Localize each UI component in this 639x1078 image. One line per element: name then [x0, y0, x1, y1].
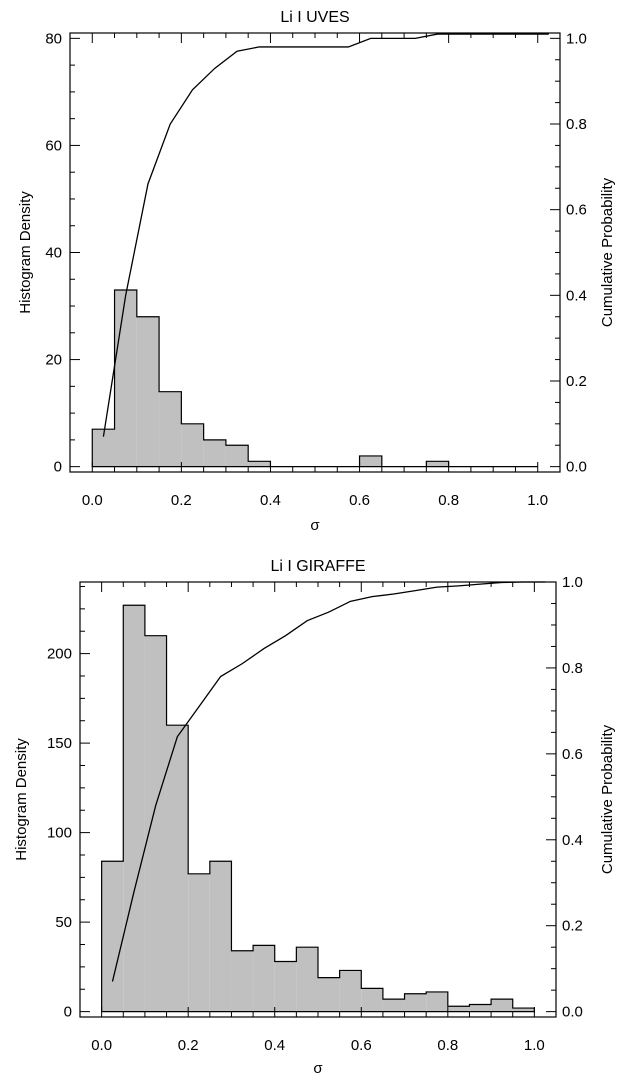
- y-tick-label: 0: [54, 459, 62, 476]
- y2-tick-label: 0.2: [562, 918, 583, 935]
- histogram-bar: [181, 423, 204, 467]
- y2-tick-label: 0.0: [562, 1004, 583, 1021]
- x-tick-label: 0.4: [264, 1037, 285, 1054]
- histogram-bar: [123, 605, 145, 1012]
- histogram-bar: [296, 947, 318, 1012]
- y-tick-label: 50: [55, 914, 72, 931]
- histogram-bar: [274, 961, 297, 1012]
- y2-tick-label: 0.4: [562, 832, 583, 849]
- y-tick-label: 20: [45, 352, 62, 369]
- histogram-bar: [359, 455, 382, 467]
- histogram-bar: [136, 316, 160, 467]
- y2-tick-label: 0.8: [562, 660, 583, 677]
- histogram-outline: [101, 604, 535, 1013]
- y-tick-label: 60: [45, 137, 62, 154]
- y2-tick-label: 0.4: [566, 287, 587, 304]
- histogram-bar: [447, 1006, 470, 1012]
- y2-tick-label: 1.0: [566, 30, 587, 47]
- histogram-bar: [92, 429, 115, 467]
- cumulative-probability-line: [111, 581, 546, 982]
- histogram-bar: [253, 945, 275, 1012]
- y2-tick-label: 0.0: [566, 459, 587, 476]
- x-tick-label: 0.8: [438, 492, 459, 509]
- y2-tick-label: 0.2: [566, 373, 587, 390]
- x-tick-label: 0.6: [349, 492, 370, 509]
- x-tick-label: 1.0: [527, 492, 548, 509]
- x-tick-label: 0.4: [260, 492, 281, 509]
- y-tick-label: 100: [47, 825, 72, 842]
- x-tick-label: 0.2: [171, 492, 192, 509]
- y-tick-label: 150: [47, 735, 72, 752]
- x-tick-label: 0.0: [82, 492, 103, 509]
- histogram-bar: [159, 391, 182, 467]
- histogram-bar: [188, 873, 210, 1012]
- x-tick-label: 0.6: [351, 1037, 372, 1054]
- histogram-bar: [491, 999, 513, 1012]
- histogram-bar: [248, 461, 271, 467]
- x-tick-label: 1.0: [524, 1037, 545, 1054]
- y2-tick-label: 0.6: [562, 746, 583, 763]
- histogram-bar: [382, 999, 405, 1012]
- y2-axis-label: Cumulative Probability: [599, 724, 616, 874]
- histogram-bar: [361, 988, 383, 1012]
- y-axis-label: Histogram Density: [13, 738, 30, 861]
- y-tick-label: 200: [47, 646, 72, 663]
- histogram-bar: [512, 1008, 535, 1012]
- histogram-bar: [469, 1004, 492, 1012]
- histogram-bar: [426, 461, 449, 467]
- chart-giraffe: 0.0 0.2 0.4 0.6 0.8 1.0 0 50 100 150 200 0.0 0.2 0.4 0…: [13, 558, 616, 1077]
- y2-axis-label: Cumulative Probability: [599, 177, 616, 327]
- chart-title: Li I GIRAFFE: [270, 558, 365, 575]
- histogram-bar: [114, 289, 137, 467]
- y-tick-label: 40: [45, 245, 62, 262]
- x-tick-label: 0.2: [178, 1037, 199, 1054]
- x-axis-label: σ: [313, 1060, 323, 1077]
- chart-uves: 0.0 0.2 0.4 0.6 0.8 1.0 0 20 40 60 80 0.0 0.2 0.4 0.6 0…: [17, 9, 616, 534]
- histogram-bar: [426, 991, 448, 1012]
- y-tick-label: 0: [64, 1004, 72, 1021]
- histogram-bar: [144, 635, 167, 1012]
- histogram-bar: [101, 861, 124, 1012]
- histogram-bar: [166, 725, 189, 1012]
- chart-title: Li I UVES: [280, 9, 349, 26]
- histogram-bar: [404, 993, 427, 1012]
- x-tick-label: 0.0: [91, 1037, 112, 1054]
- histogram-bar: [231, 950, 254, 1012]
- y-tick-label: 80: [45, 30, 62, 47]
- y-axis-label: Histogram Density: [17, 191, 34, 314]
- cumulative-probability-line: [102, 33, 549, 437]
- y2-tick-label: 1.0: [562, 574, 583, 591]
- x-tick-label: 0.8: [437, 1037, 458, 1054]
- histogram-bar: [225, 445, 249, 467]
- y2-tick-label: 0.6: [566, 202, 587, 219]
- histogram-bar: [209, 861, 232, 1012]
- histogram-bar: [339, 970, 362, 1012]
- histogram-bar: [203, 439, 226, 467]
- x-axis-label: σ: [310, 517, 320, 534]
- y2-tick-label: 0.8: [566, 116, 587, 133]
- histogram-bar: [318, 977, 340, 1012]
